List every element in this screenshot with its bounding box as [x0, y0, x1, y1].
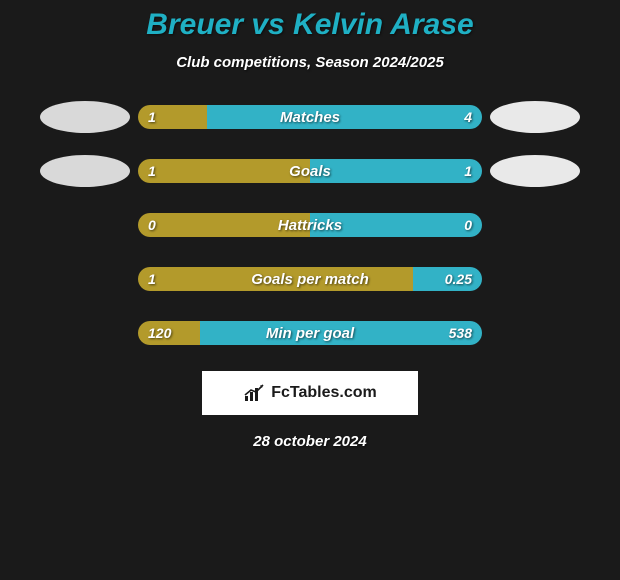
- stat-row: Matches1 4: [0, 101, 620, 133]
- stat-label: Goals: [138, 159, 482, 183]
- stat-row: Goals per match1 0.25: [0, 263, 620, 295]
- page-subtitle: Club competitions, Season 2024/2025: [0, 54, 620, 71]
- player-avatar-left: [40, 155, 130, 187]
- stat-value-left: 1: [148, 159, 156, 183]
- stat-value-right: 538: [449, 321, 472, 345]
- logo-text: FcTables.com: [271, 384, 377, 402]
- date-text: 28 october 2024: [0, 433, 620, 450]
- stat-value-left: 1: [148, 267, 156, 291]
- stat-value-left: 120: [148, 321, 171, 345]
- player-avatar-left: [40, 101, 130, 133]
- logo-box[interactable]: FcTables.com: [202, 371, 418, 415]
- stat-value-right: 4: [464, 105, 472, 129]
- stat-bar: Goals per match1 0.25: [138, 267, 482, 291]
- stat-bar: Min per goal120 538: [138, 321, 482, 345]
- stat-value-left: 1: [148, 105, 156, 129]
- stat-bar: Goals1 1: [138, 159, 482, 183]
- stat-row: Min per goal120 538: [0, 317, 620, 349]
- player-avatar-right: [490, 155, 580, 187]
- player-avatar-right: [490, 101, 580, 133]
- stat-value-right: 0.25: [445, 267, 472, 291]
- page-title: Breuer vs Kelvin Arase: [0, 8, 620, 42]
- stat-value-right: 0: [464, 213, 472, 237]
- stat-bar: Matches1 4: [138, 105, 482, 129]
- stat-label: Matches: [138, 105, 482, 129]
- stat-value-right: 1: [464, 159, 472, 183]
- stat-label: Hattricks: [138, 213, 482, 237]
- comparison-card: Breuer vs Kelvin Arase Club competitions…: [0, 0, 620, 450]
- stat-row: Hattricks0 0: [0, 209, 620, 241]
- stat-label: Min per goal: [138, 321, 482, 345]
- stat-label: Goals per match: [138, 267, 482, 291]
- stat-row: Goals1 1: [0, 155, 620, 187]
- fctables-icon: [243, 383, 267, 403]
- stat-bar: Hattricks0 0: [138, 213, 482, 237]
- logo-inner: FcTables.com: [243, 383, 377, 403]
- stats-list: Matches14Goals11Hattricks00Goals per mat…: [0, 101, 620, 349]
- stat-value-left: 0: [148, 213, 156, 237]
